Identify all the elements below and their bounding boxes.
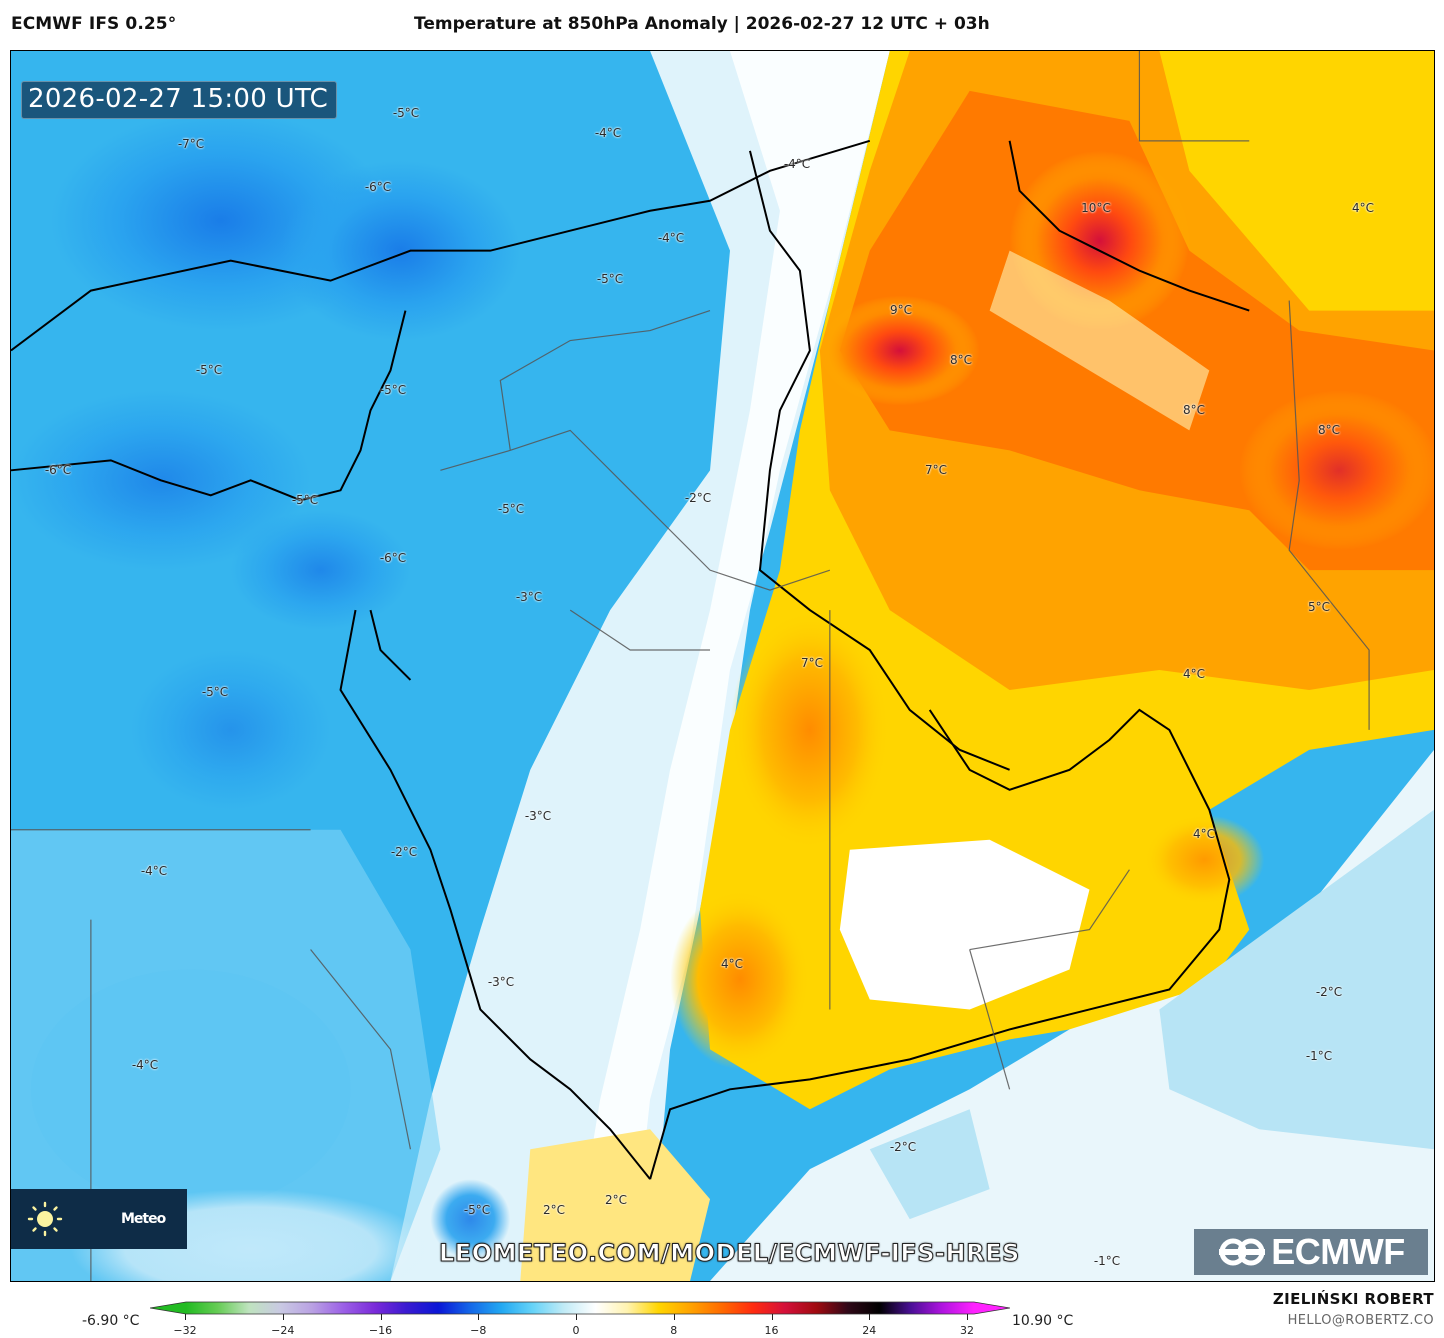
source-watermark: LEOMETEO.COM/MODEL/ECMWF-IFS-HRES [439,1239,1020,1268]
author-name: ZIELIŃSKI ROBERT [1272,1290,1434,1308]
contour-label: -5°C [379,383,407,397]
colorbar-tick-mark [380,1314,382,1320]
ecmwf-logo-icon [1219,1238,1266,1266]
contour-label: 8°C [949,353,973,367]
contour-label: -5°C [497,502,525,516]
contour-label: -5°C [596,272,624,286]
colorbar-tick-mark [869,1314,871,1320]
contour-label: -6°C [364,180,392,194]
contour-label: -3°C [487,975,515,989]
contour-label: -6°C [379,551,407,565]
contour-label: 7°C [924,463,948,477]
contour-label: -4°C [140,864,168,878]
ecmwf-logo-text: ECMWF [1271,1231,1405,1272]
contour-label: -2°C [1315,985,1343,999]
colorbar-tick-label: −8 [470,1324,487,1337]
contour-label: -7°C [177,137,205,151]
contour-label: -6°C [44,463,72,477]
colorbar-tick-label: −16 [368,1324,393,1337]
contour-label: 5°C [1307,600,1331,614]
colorbar-tick-mark [185,1314,186,1320]
colorbar-tick-mark [282,1314,284,1320]
contour-label: -4°C [594,126,622,140]
ecmwf-logo: ECMWF [1194,1229,1428,1275]
contour-label: 2°C [542,1203,566,1217]
contour-label: 9°C [889,303,913,317]
colorbar-tick-mark [967,1314,968,1320]
contour-label: -2°C [390,845,418,859]
contour-label: -1°C [1305,1049,1333,1063]
meteo-badge-text: Meteo [121,1211,166,1227]
colorbar-tick-label: 0 [572,1324,580,1337]
colorbar-tick-label: −24 [271,1324,295,1337]
contour-label: -5°C [201,685,229,699]
meteo-badge[interactable]: Meteo [11,1189,187,1249]
colorbar-tick-label: 32 [960,1324,974,1337]
contour-label: 8°C [1182,403,1206,417]
colorbar-tick-label: −32 [173,1324,197,1337]
contour-label: 4°C [1182,667,1206,681]
contour-label: -2°C [684,491,712,505]
contour-label: 4°C [1192,827,1216,841]
contour-label: -1°C [1093,1254,1121,1268]
contour-label: -5°C [291,493,319,507]
colorbar-min-label: -6.90 °C [82,1313,140,1329]
model-name: ECMWF IFS 0.25° [11,14,177,34]
contour-label: -4°C [657,231,685,245]
contour-label: -5°C [463,1203,491,1217]
contour-label: 10°C [1081,201,1111,215]
contour-label: 7°C [800,656,824,670]
colorbar-tick-mark [478,1314,480,1320]
sun-icon [27,1201,63,1237]
temperature-anomaly-field [11,51,1434,1281]
contour-label: -2°C [889,1140,917,1154]
contour-label: -5°C [195,363,223,377]
contour-label: 2°C [604,1193,628,1207]
colorbar-tick-mark [771,1314,773,1320]
colorbar-tick-label: 16 [764,1324,779,1337]
contour-label: -5°C [392,106,420,120]
colorbar-max-label: 10.90 °C [1012,1313,1074,1329]
weather-map[interactable]: 2026-02-27 15:00 UTC -5°C -7°C -4°C -6°C -4°… [10,50,1435,1282]
contour-label: -4°C [783,157,811,171]
contour-label: 4°C [1351,201,1375,215]
contour-label: -4°C [131,1058,159,1072]
colorbar-tick-mark [576,1314,577,1320]
contour-label: -3°C [515,590,543,604]
colorbar-tick-mark [673,1314,675,1320]
contour-label: 8°C [1317,423,1341,437]
colorbar-tick-label: 24 [862,1324,877,1337]
chart-title: Temperature at 850hPa Anomaly | 2026-02-… [414,14,990,34]
contour-label: -3°C [524,809,552,823]
valid-time-badge: 2026-02-27 15:00 UTC [21,81,338,119]
contour-label: 4°C [720,957,744,971]
colorbar [150,1301,1010,1315]
colorbar-tick-label: 8 [670,1324,678,1337]
author-email[interactable]: HELLO@ROBERTZ.CO [1287,1313,1434,1328]
